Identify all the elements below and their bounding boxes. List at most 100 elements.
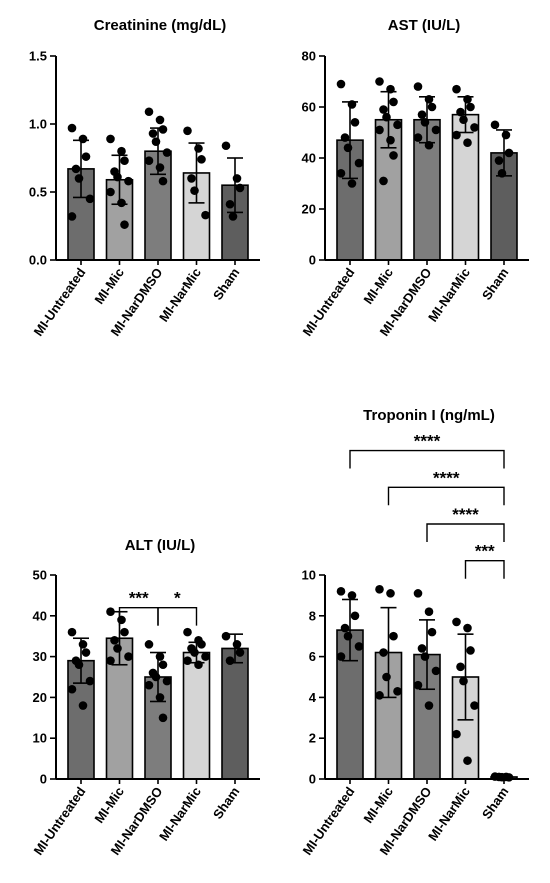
- category-label: Sham: [479, 265, 512, 303]
- y-tick-label: 4: [309, 690, 317, 705]
- data-point: [382, 112, 391, 122]
- y-tick-label: 30: [33, 649, 47, 664]
- chart-title: AST (IU/L): [388, 17, 461, 34]
- data-point: [162, 676, 172, 686]
- data-point: [155, 163, 165, 172]
- y-tick-label: 6: [309, 649, 316, 664]
- y-tick-label: 40: [33, 608, 47, 623]
- data-point: [452, 84, 461, 94]
- data-point: [389, 631, 398, 641]
- data-point: [124, 176, 133, 186]
- y-tick-label: 10: [302, 568, 316, 583]
- data-point: [452, 130, 461, 140]
- data-point: [452, 617, 461, 627]
- significance-bracket: [349, 449, 505, 469]
- data-point: [350, 118, 360, 127]
- data-point: [386, 135, 395, 145]
- data-point: [71, 164, 81, 174]
- significance-bracket: [426, 523, 505, 542]
- data-point: [67, 684, 77, 694]
- data-point: [225, 199, 235, 209]
- alt-panel: ALT (IU/L)MI-Untreated MI-MicMI-NarDMSOMI…: [31, 537, 260, 858]
- data-point: [431, 125, 441, 135]
- significance-bracket: [157, 606, 198, 626]
- data-point: [158, 713, 168, 723]
- y-tick-label: 0.5: [29, 185, 47, 200]
- data-point: [343, 143, 353, 153]
- data-point: [413, 82, 423, 91]
- data-point: [144, 680, 154, 690]
- significance-label: ***: [475, 542, 495, 561]
- data-point: [225, 656, 235, 665]
- data-point: [120, 220, 129, 229]
- category-label: Sham: [210, 784, 243, 822]
- data-point: [389, 151, 398, 160]
- data-point: [124, 652, 133, 661]
- data-point: [201, 210, 210, 220]
- data-point: [424, 140, 434, 150]
- significance-bracket: [387, 486, 505, 506]
- data-point: [158, 660, 168, 670]
- data-point: [459, 676, 468, 686]
- y-tick-label: 0.0: [29, 253, 47, 268]
- data-point: [393, 686, 402, 696]
- data-point: [120, 627, 129, 637]
- data-point: [424, 607, 434, 617]
- y-tick-label: 1.0: [29, 117, 47, 132]
- data-point: [151, 672, 161, 682]
- creatinine-panel: Creatinine (mg/dL)MI-Untreated MI-MicMI-N…: [29, 17, 260, 339]
- data-point: [375, 691, 384, 700]
- y-tick-label: 1.5: [29, 49, 47, 64]
- data-point: [470, 123, 479, 132]
- y-tick-label: 10: [33, 731, 47, 746]
- data-point: [148, 129, 158, 138]
- data-point: [494, 156, 504, 165]
- data-point: [459, 115, 468, 125]
- y-tick-label: 50: [33, 568, 47, 583]
- data-point: [201, 652, 210, 661]
- data-point: [117, 615, 126, 625]
- data-point: [194, 144, 203, 153]
- data-point: [420, 118, 430, 127]
- data-point: [382, 672, 391, 682]
- data-point: [197, 640, 206, 649]
- data-point: [452, 729, 461, 739]
- data-point: [158, 176, 168, 186]
- category-label: MI-Untreated: [300, 784, 358, 858]
- data-point: [386, 589, 395, 598]
- y-tick-label: 0: [309, 253, 316, 268]
- data-point: [347, 100, 357, 109]
- significance-label: ****: [414, 432, 441, 451]
- category-label: MI-Mic: [91, 265, 126, 307]
- significance-label: *: [174, 589, 181, 608]
- data-point: [144, 107, 154, 117]
- data-point: [106, 607, 115, 617]
- bar: [221, 647, 249, 780]
- data-point: [417, 644, 427, 653]
- data-point: [232, 640, 242, 649]
- y-tick-label: 20: [33, 690, 47, 705]
- category-label: MI-Mic: [360, 265, 395, 307]
- data-point: [113, 644, 122, 653]
- data-point: [67, 212, 77, 221]
- data-point: [347, 179, 357, 188]
- data-point: [379, 105, 388, 114]
- data-point: [497, 169, 507, 178]
- data-point: [340, 133, 350, 142]
- data-point: [183, 627, 192, 637]
- y-tick-label: 40: [302, 151, 316, 166]
- data-point: [190, 186, 199, 195]
- data-point: [106, 187, 115, 197]
- data-point: [106, 134, 115, 144]
- significance-bracket: [118, 606, 159, 626]
- data-point: [354, 158, 364, 168]
- data-point: [85, 194, 95, 204]
- data-point: [78, 134, 88, 144]
- data-point: [427, 102, 437, 112]
- data-point: [235, 183, 245, 193]
- data-point: [375, 77, 384, 86]
- data-point: [504, 148, 514, 158]
- data-point: [120, 156, 129, 166]
- data-point: [155, 693, 165, 702]
- data-point: [67, 627, 77, 637]
